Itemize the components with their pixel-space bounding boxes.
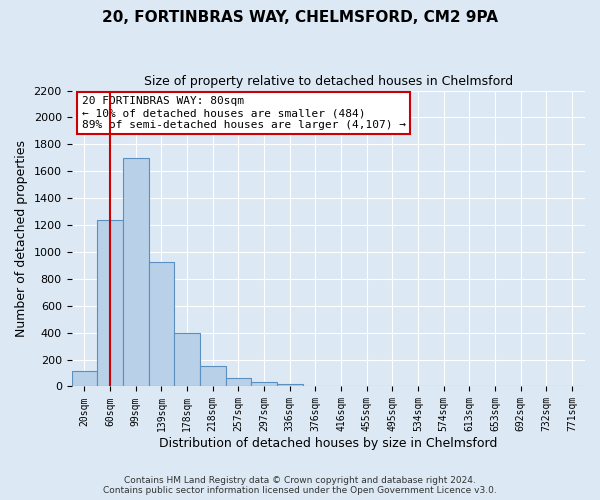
Title: Size of property relative to detached houses in Chelmsford: Size of property relative to detached ho…: [144, 75, 513, 88]
Bar: [174, 332, 200, 386]
Bar: [71, 371, 97, 386]
Bar: [97, 220, 123, 386]
Text: 20 FORTINBRAS WAY: 80sqm
← 10% of detached houses are smaller (484)
89% of semi-: 20 FORTINBRAS WAY: 80sqm ← 10% of detach…: [82, 96, 406, 130]
Bar: [226, 378, 251, 386]
Text: 20, FORTINBRAS WAY, CHELMSFORD, CM2 9PA: 20, FORTINBRAS WAY, CHELMSFORD, CM2 9PA: [102, 10, 498, 25]
Text: Contains HM Land Registry data © Crown copyright and database right 2024.
Contai: Contains HM Land Registry data © Crown c…: [103, 476, 497, 495]
Y-axis label: Number of detached properties: Number of detached properties: [15, 140, 28, 337]
Bar: [277, 384, 302, 386]
Bar: [251, 382, 277, 386]
Bar: [200, 366, 226, 386]
Bar: [149, 262, 174, 386]
Bar: [123, 158, 149, 386]
X-axis label: Distribution of detached houses by size in Chelmsford: Distribution of detached houses by size …: [159, 437, 497, 450]
